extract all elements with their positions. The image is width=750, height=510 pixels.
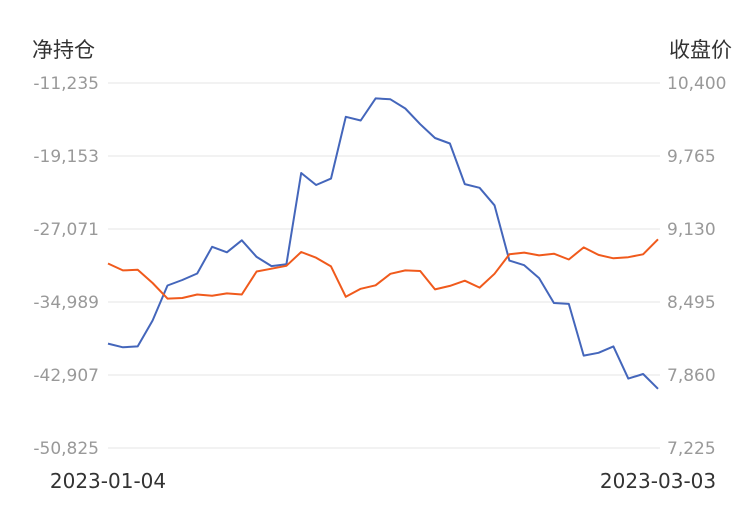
left-axis-ticks: -11,235 -19,153 -27,071 -34,989 -42,907 -50,8… <box>33 74 99 459</box>
gridlines <box>108 82 660 449</box>
left-tick-label: -34,989 <box>33 293 99 313</box>
right-axis-title: 收盘价 <box>669 38 732 62</box>
close-price-line <box>107 238 659 300</box>
left-tick-label: -19,153 <box>33 147 99 167</box>
right-tick-label: 8,495 <box>667 293 716 313</box>
series-lines <box>107 97 659 390</box>
x-axis-start-label: 2023-01-04 <box>50 469 166 493</box>
right-tick-label: 7,860 <box>667 366 716 386</box>
right-tick-label: 9,765 <box>667 147 716 167</box>
left-axis-title: 净持仓 <box>32 38 95 62</box>
right-tick-label: 9,130 <box>667 220 716 240</box>
left-tick-label: -50,825 <box>33 439 99 459</box>
net-position-line <box>107 97 659 390</box>
left-tick-label: -11,235 <box>33 74 99 94</box>
left-tick-label: -42,907 <box>33 366 99 386</box>
right-axis-ticks: 10,400 9,765 9,130 8,495 7,860 7,225 <box>667 74 726 459</box>
left-tick-label: -27,071 <box>33 220 99 240</box>
right-tick-label: 10,400 <box>667 74 726 94</box>
x-axis-end-label: 2023-03-03 <box>600 469 716 493</box>
right-tick-label: 7,225 <box>667 439 716 459</box>
